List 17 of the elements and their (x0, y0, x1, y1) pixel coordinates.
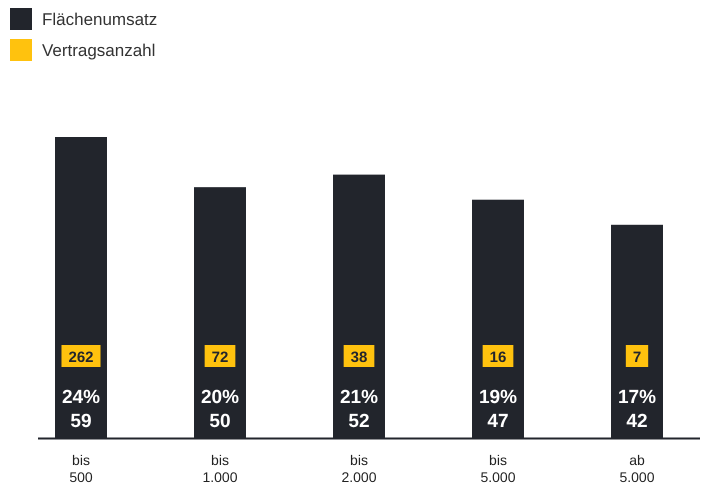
data-label: 24% 59 (62, 387, 100, 432)
text: 72 (212, 349, 228, 366)
text: 16 (490, 349, 506, 366)
x-tick-label: bis 2.000 (341, 452, 377, 484)
legend-label: Flächenumsatz (42, 10, 158, 29)
data-label: 20% 50 (200, 387, 240, 432)
x-tick-label: ab 5.000 (619, 452, 655, 484)
data-label: 19% 47 (478, 387, 518, 432)
legend-label: Vertragsanzahl (42, 41, 156, 60)
x-tick-label: bis 500 (69, 452, 93, 484)
text: 7 (632, 349, 642, 366)
data-label: 17% 42 (618, 387, 656, 432)
data-label: 21% 52 (340, 387, 378, 432)
text: 38 (350, 349, 368, 366)
text: 262 (68, 349, 94, 366)
x-tick-label: bis 5.000 (480, 452, 516, 484)
x-tick-label: bis 1.000 (202, 452, 238, 484)
